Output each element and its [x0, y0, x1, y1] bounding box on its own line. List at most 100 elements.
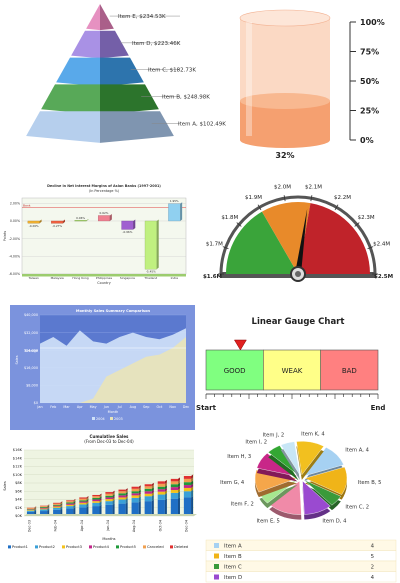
- stacked-chart-segment-side: [47, 507, 50, 510]
- bar-chart: Decline in Net Interest Margins of Asian…: [0, 180, 192, 292]
- pyramid-chart: Item E, $234.53K Item D, $223.46K Item C, …: [26, 4, 226, 143]
- angular-gauge-tick: [354, 222, 360, 227]
- pyramid-segment-right: [100, 57, 144, 87]
- stacked-chart-segment-side: [138, 500, 141, 516]
- area-chart-xtick: Oct: [157, 405, 164, 409]
- area-chart-title: Monthly Sales Summary Comparison: [76, 309, 151, 313]
- pie-slice-label: Item F, 2: [231, 502, 254, 508]
- stacked-chart-segment-side: [47, 507, 50, 512]
- bar-chart-xtick: Malaysia: [51, 276, 64, 280]
- stacked-chart-segment-side: [112, 492, 115, 496]
- stacked-chart-segment: [66, 508, 74, 516]
- angular-gauge-tick-label: $2.2M: [334, 195, 351, 201]
- stacked-chart-ytick: $16K: [13, 448, 23, 452]
- angular-gauge-tick-label: $1.7M: [206, 242, 223, 248]
- stacked-chart-segment: [170, 478, 178, 482]
- angular-gauge-needle: [295, 208, 308, 275]
- stacked-chart-segment: [92, 496, 100, 498]
- bar-chart-ytick: -2.00%: [9, 237, 20, 241]
- cylinder-fill-top: [240, 92, 330, 109]
- pyramid-label: Item C, $182.73K: [148, 68, 196, 74]
- stacked-chart-ytick: $8K: [15, 481, 23, 485]
- stacked-chart-segment-side: [177, 491, 180, 499]
- bar-chart-data-label: -0.27%: [52, 224, 62, 228]
- stacked-chart-segment: [79, 498, 87, 501]
- stacked-chart-segment-side: [151, 484, 154, 489]
- stacked-chart-segment-side: [99, 494, 102, 498]
- stacked-chart-segment: [26, 510, 35, 512]
- angular-gauge-band: [226, 211, 298, 274]
- stacked-chart-ytick: $10K: [13, 473, 23, 477]
- angular-gauge-tick-label: $2.1M: [305, 184, 322, 190]
- pie-slice: [303, 479, 342, 506]
- stacked-chart-segment: [92, 506, 100, 516]
- angular-gauge-tick-label: $1.6M: [203, 274, 222, 280]
- angular-gauge: $1.6M $1.7M $1.8M $1.9M $2.0M $2.1M $2.2M $2.3M…: [203, 184, 393, 282]
- stacked-chart-segment: [170, 498, 178, 516]
- area-chart-series: [40, 337, 186, 403]
- stacked-chart-segment: [131, 486, 139, 489]
- stacked-chart-xtick: Jun-04: [106, 520, 110, 532]
- angular-gauge-tick: [257, 204, 262, 211]
- stacked-chart-segment: [66, 503, 74, 505]
- stacked-chart-segment: [105, 493, 113, 496]
- stacked-chart-segment-side: [86, 501, 89, 505]
- stacked-chart-legend-label: Product2: [39, 545, 55, 549]
- stacked-chart-segment-side: [138, 491, 141, 496]
- stacked-chart-segment-side: [73, 507, 76, 516]
- stacked-chart-segment-side: [177, 485, 180, 491]
- stacked-chart-segment-side: [60, 504, 63, 507]
- bar-chart-bar: [144, 220, 157, 270]
- stacked-chart-floor: [24, 514, 197, 516]
- area-chart-ytick: $40,000: [24, 313, 38, 317]
- bar-chart-data-label: 0.06%: [76, 216, 85, 220]
- stacked-chart-title: Cumulative Sales: [90, 434, 130, 439]
- stacked-chart-segment-side: [34, 506, 37, 509]
- bar-chart-bar: [121, 220, 134, 230]
- stacked-chart-segment: [105, 495, 113, 498]
- stacked-chart-segment-side: [151, 489, 154, 494]
- stacked-chart-segment-side: [99, 496, 102, 500]
- stacked-chart-segment: [66, 504, 74, 507]
- bar-chart-xtick: Taiwan: [28, 276, 39, 280]
- stacked-chart-segment: [183, 475, 192, 479]
- pie-slice-label: Item J, 2: [263, 432, 285, 438]
- stacked-chart-segment: [157, 499, 165, 516]
- stacked-chart-segment: [53, 509, 61, 516]
- area-chart-xtick: Jun: [103, 405, 109, 409]
- stacked-chart-segment-side: [60, 502, 63, 505]
- stacked-chart-xtick: Feb-04: [54, 520, 58, 532]
- stacked-chart-segment-side: [138, 485, 141, 489]
- pie-legend-swatch: [214, 553, 219, 559]
- pie-legend-swatch: [214, 564, 219, 569]
- stacked-chart-segment: [118, 503, 126, 516]
- stacked-chart-legend-label: Product3: [66, 545, 82, 549]
- linear-gauge-pointer: [233, 339, 247, 351]
- linear-gauge-range: [263, 349, 321, 391]
- stacked-chart-segment-side: [164, 485, 167, 490]
- stacked-chart-segment-side: [191, 486, 194, 492]
- angular-gauge-rim: [219, 195, 377, 275]
- stacked-chart-segment-side: [177, 482, 180, 488]
- angular-gauge-tick: [367, 246, 374, 250]
- stacked-chart-segment: [183, 487, 192, 492]
- stacked-chart-segment: [66, 502, 74, 504]
- stacked-chart-segment: [183, 485, 192, 488]
- stacked-chart-segment: [157, 491, 165, 495]
- bar-chart-bar-side: [180, 202, 183, 221]
- bar-chart-bar-side: [109, 213, 112, 221]
- stacked-chart-segment-side: [125, 495, 128, 500]
- pie-slice: [303, 447, 344, 477]
- stacked-chart-segment-side: [138, 487, 141, 492]
- stacked-chart-legend-label: Product4: [93, 545, 110, 549]
- stacked-chart-legend-swatch: [8, 545, 11, 549]
- stacked-chart-segment: [118, 493, 126, 496]
- bar-chart-ytick: 2.00%: [10, 202, 20, 206]
- bar-chart-bar: [168, 203, 181, 222]
- pie-slice-label: Item H, 3: [227, 454, 251, 460]
- stacked-chart-ylabel: Sales: [3, 481, 7, 491]
- stacked-chart-segment: [144, 491, 152, 494]
- cylinder-scale-label: 50%: [360, 77, 379, 86]
- angular-gauge-tick: [222, 246, 229, 250]
- stacked-chart-segment-side: [125, 493, 128, 498]
